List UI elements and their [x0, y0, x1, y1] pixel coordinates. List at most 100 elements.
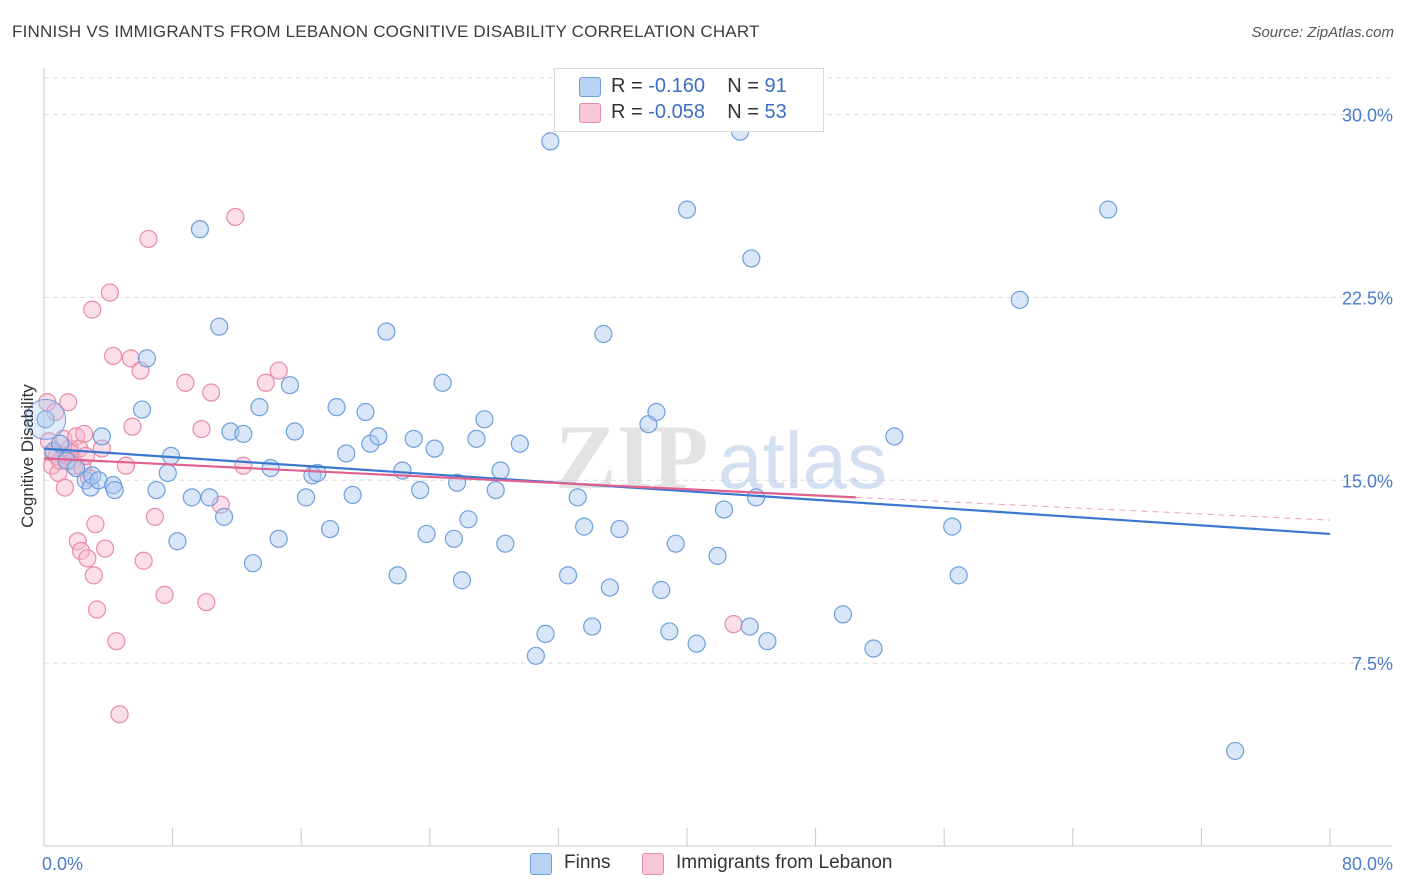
finns-point	[526, 646, 545, 665]
finns-point	[459, 510, 478, 529]
finns-point	[583, 617, 602, 636]
lebanon-point	[107, 632, 126, 651]
finns-point	[425, 439, 444, 458]
finns-point	[677, 200, 697, 219]
finns-point	[660, 622, 679, 641]
finns-point	[404, 429, 423, 448]
finns-point	[541, 132, 560, 151]
legend-r-label: R =	[611, 101, 643, 123]
finns-point	[92, 427, 111, 446]
finns-point	[510, 434, 529, 453]
finns-point	[475, 410, 494, 429]
finns-point	[280, 376, 300, 395]
lebanon-point	[256, 373, 275, 392]
finns-point	[600, 578, 619, 597]
source-label: Source: ZipAtlas.com	[1251, 24, 1394, 41]
finns-point	[200, 488, 219, 507]
lebanon-point	[84, 566, 103, 585]
finns-point	[594, 324, 613, 344]
lebanon-point	[100, 283, 120, 302]
finns-point	[885, 427, 904, 446]
finns-point	[833, 605, 853, 624]
lebanon-point	[110, 705, 129, 724]
lebanon-point	[121, 349, 140, 368]
finns-point	[486, 480, 505, 500]
finns-point	[708, 546, 727, 565]
finns-point	[433, 373, 452, 392]
finns-point	[864, 639, 883, 658]
lebanon-point	[104, 346, 123, 366]
finns-point	[714, 500, 734, 519]
finns-point	[558, 566, 578, 585]
bottom-legend-swatch-finns	[530, 853, 552, 875]
finns-point	[610, 519, 629, 539]
legend-lebanon-n: 53	[764, 101, 787, 123]
finns-point	[377, 322, 396, 341]
lebanon-point	[55, 478, 74, 497]
finns-point	[158, 463, 177, 483]
lebanon-point	[86, 515, 105, 534]
y-tick-label: 7.5%	[1352, 654, 1393, 674]
lebanon-point	[197, 593, 216, 612]
finns-point	[296, 488, 316, 507]
y-tick-label: 15.0%	[1342, 471, 1393, 491]
lebanon-point	[123, 417, 142, 436]
watermark: ZIP atlas	[555, 406, 887, 508]
lebanon-point	[145, 507, 165, 526]
finns-point	[411, 480, 430, 500]
lebanon-point	[192, 419, 211, 439]
lebanon-trend-line	[43, 457, 856, 499]
lebanon-point	[724, 615, 743, 634]
bottom-legend-swatch-lebanon	[642, 853, 664, 875]
finns-point	[575, 517, 594, 536]
finns-point	[214, 507, 234, 526]
lebanon-point	[71, 541, 91, 561]
finns-point	[190, 220, 210, 239]
lebanon-point	[176, 373, 195, 392]
lebanon-trend-extension	[855, 496, 1331, 521]
finns-point	[243, 554, 263, 573]
finns-point	[417, 524, 436, 544]
legend-r-label: R =	[611, 75, 643, 97]
legend-swatch-finns	[579, 77, 601, 97]
finns-point	[337, 444, 356, 463]
lebanon-point	[78, 549, 97, 568]
finns-point	[536, 624, 555, 643]
lebanon-point	[202, 383, 221, 402]
finns-trend-line	[43, 447, 1331, 536]
finns-point	[943, 517, 962, 536]
finns-point	[666, 534, 685, 553]
lebanon-point	[68, 532, 87, 551]
lebanon-point	[75, 424, 94, 444]
finns-point	[168, 532, 187, 551]
finns-point	[742, 249, 761, 268]
legend-lebanon-r: -0.058	[648, 101, 705, 123]
stats-legend: R = -0.160 N = 91 R = -0.058 N = 53	[554, 68, 824, 132]
legend-n-label: N =	[727, 101, 759, 123]
x-tick-label: 0.0%	[42, 854, 83, 874]
x-tick-label: 80.0%	[1342, 854, 1393, 874]
lebanon-point	[226, 207, 245, 227]
legend-swatch-lebanon	[579, 103, 601, 123]
lebanon-point	[155, 585, 174, 604]
finns-point	[137, 349, 156, 368]
finns-point	[1226, 741, 1245, 761]
finns-point-cluster	[25, 398, 67, 440]
finns-point	[1099, 200, 1118, 219]
trend-lines	[43, 447, 1331, 536]
y-axis-label: Cognitive Disability	[18, 384, 37, 528]
gridlines	[44, 77, 1392, 664]
lebanon-point	[83, 300, 102, 319]
finns-point	[687, 634, 706, 653]
watermark-atlas: atlas	[718, 416, 887, 505]
y-tick-label: 30.0%	[1342, 106, 1393, 126]
bottom-legend-label-finns: Finns	[564, 852, 611, 873]
finns-point	[652, 580, 671, 600]
finns-point	[647, 402, 666, 422]
finns-point	[1010, 290, 1029, 309]
lebanon-point	[59, 393, 78, 412]
finns-point	[285, 422, 304, 441]
finns-point	[210, 317, 229, 336]
bottom-legend-label-lebanon: Immigrants from Lebanon	[676, 852, 893, 873]
finns-point	[356, 402, 375, 422]
